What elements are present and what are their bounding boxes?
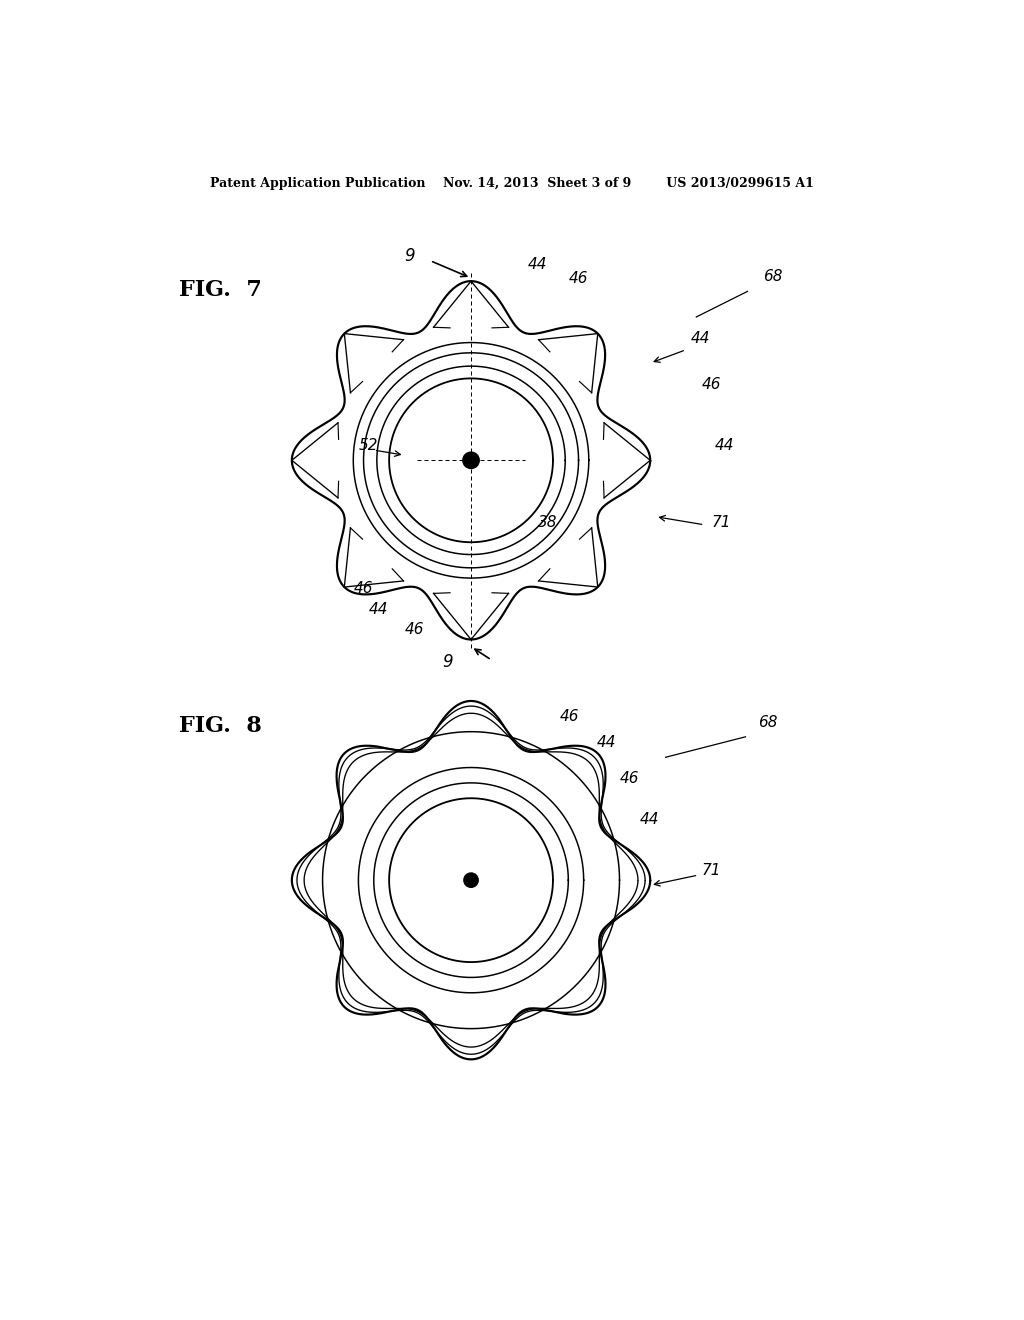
Circle shape (463, 453, 479, 469)
Text: 9: 9 (404, 247, 415, 264)
Text: Patent Application Publication    Nov. 14, 2013  Sheet 3 of 9        US 2013/029: Patent Application Publication Nov. 14, … (210, 177, 814, 190)
Text: 46: 46 (568, 271, 588, 286)
Text: 44: 44 (527, 257, 547, 272)
Text: 46: 46 (701, 376, 721, 392)
Text: 71: 71 (701, 863, 721, 878)
Text: 46: 46 (353, 581, 373, 597)
Text: 9: 9 (442, 653, 453, 671)
Text: 44: 44 (597, 735, 616, 750)
Text: 44: 44 (369, 602, 388, 616)
Text: 44: 44 (640, 812, 659, 826)
Text: 68: 68 (758, 714, 777, 730)
Text: 71: 71 (712, 515, 731, 529)
Text: 46: 46 (620, 771, 639, 785)
Circle shape (464, 873, 478, 887)
Text: FIG.  7: FIG. 7 (179, 280, 262, 301)
Text: FIG.  8: FIG. 8 (179, 714, 262, 737)
Text: 38: 38 (538, 515, 557, 529)
Text: 44: 44 (691, 330, 711, 346)
Text: 52: 52 (358, 438, 378, 453)
Text: 68: 68 (763, 269, 782, 284)
Text: 46: 46 (560, 709, 580, 725)
Text: 44: 44 (715, 438, 734, 453)
Text: 46: 46 (404, 623, 424, 638)
